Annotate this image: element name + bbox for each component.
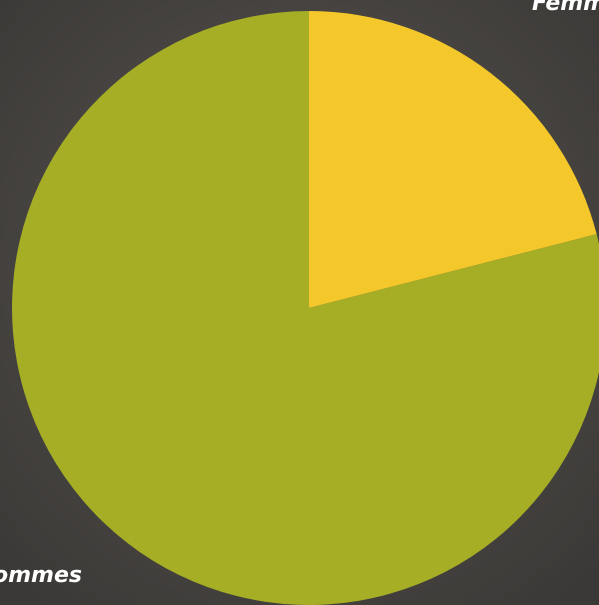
- pie-slice: [309, 11, 597, 308]
- pie: [12, 11, 599, 605]
- pie-slice: [12, 11, 599, 605]
- slice-label: Hommes: [0, 563, 82, 588]
- slice-label: Femmes: [532, 0, 599, 16]
